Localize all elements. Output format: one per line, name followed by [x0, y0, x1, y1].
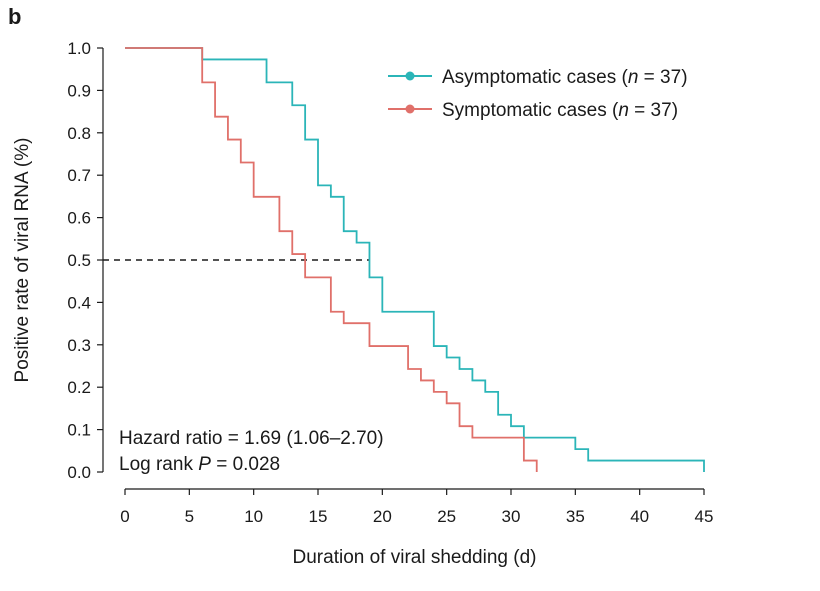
panel-label: b	[8, 4, 22, 29]
legend-item-symptomatic: Symptomatic cases (n = 37)	[388, 100, 678, 121]
y-tick-label: 0.4	[67, 293, 91, 312]
y-axis-title: Positive rate of viral RNA (%)	[12, 138, 33, 383]
y-tick-label: 0.5	[67, 251, 91, 270]
y-tick-label: 0.2	[67, 378, 91, 397]
legend-item-asymptomatic: Asymptomatic cases (n = 37)	[388, 67, 688, 88]
x-tick-label: 35	[566, 507, 585, 526]
series-line-asymptomatic	[125, 47, 705, 472]
legend-marker	[405, 104, 415, 114]
legend-label: Symptomatic cases (n = 37)	[442, 100, 678, 121]
y-tick-label: 0.9	[67, 81, 91, 100]
y-tick-label: 0.1	[67, 421, 91, 440]
series-line-symptomatic	[125, 47, 538, 472]
hazard-ratio-annotation: Hazard ratio = 1.69 (1.06–2.70)	[119, 428, 384, 449]
x-ticks: 0 5 10 15 20 25 30 35 40 45	[120, 489, 713, 526]
x-tick-label: 40	[630, 507, 649, 526]
series-layer	[125, 47, 705, 472]
y-tick-label: 1.0	[67, 39, 91, 58]
legend-marker	[405, 71, 415, 81]
x-tick-label: 5	[185, 507, 194, 526]
x-tick-label: 20	[373, 507, 392, 526]
x-tick-label: 45	[695, 507, 714, 526]
log-rank-prefix: Log rank	[119, 454, 198, 475]
x-tick-label: 25	[437, 507, 456, 526]
x-tick-label: 0	[120, 507, 129, 526]
axes: 0.0 0.1 0.2 0.3 0.4 0.5 0.6 0.7 0.8 0.9 1.0 0 5 10 15…	[67, 39, 713, 526]
x-tick-label: 15	[309, 507, 328, 526]
y-ticks: 0.0 0.1 0.2 0.3 0.4 0.5 0.6 0.7 0.8 0.9 1.0	[67, 39, 103, 482]
y-tick-label: 0.7	[67, 166, 91, 185]
legend-label: Asymptomatic cases (n = 37)	[442, 67, 688, 88]
y-tick-label: 0.3	[67, 336, 91, 355]
legend: Asymptomatic cases (n = 37) Symptomatic c…	[388, 67, 688, 121]
log-rank-p-symbol: P	[198, 454, 211, 475]
x-tick-label: 30	[502, 507, 521, 526]
log-rank-annotation: Log rank P = 0.028	[119, 454, 280, 475]
x-tick-label: 10	[244, 507, 263, 526]
y-tick-label: 0.8	[67, 124, 91, 143]
y-tick-label: 0.6	[67, 209, 91, 228]
log-rank-value: = 0.028	[211, 454, 280, 475]
x-axis-title: Duration of viral shedding (d)	[293, 547, 537, 568]
y-tick-label: 0.0	[67, 463, 91, 482]
